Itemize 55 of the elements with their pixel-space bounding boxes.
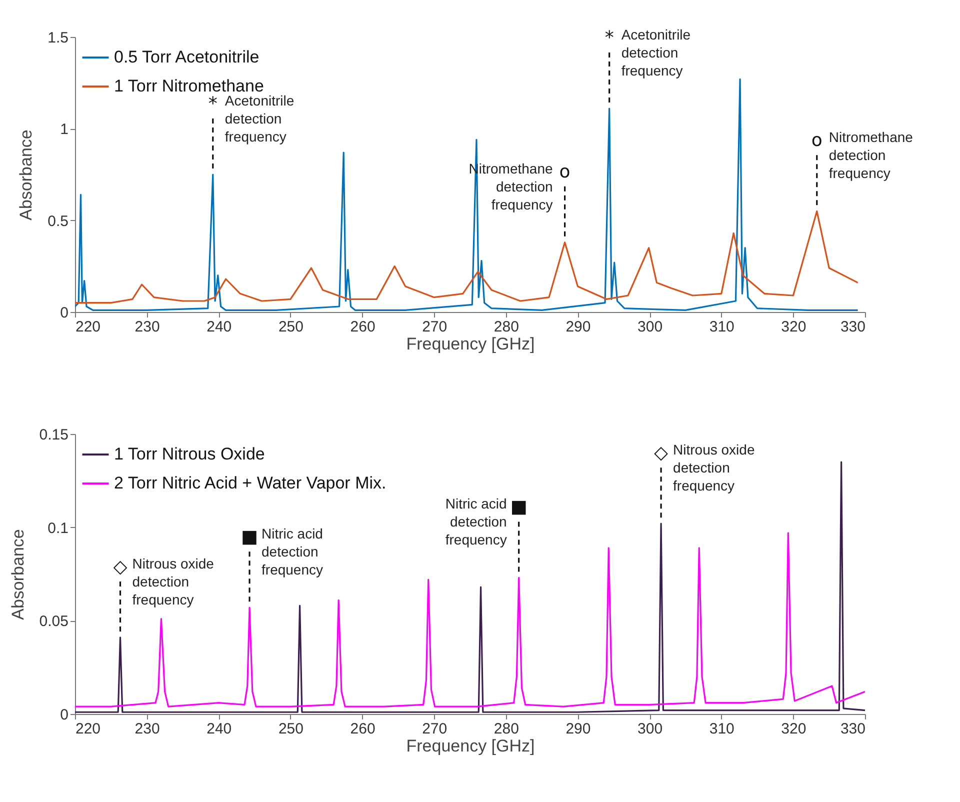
annotation: Nitrous oxide detection frequency <box>132 555 214 608</box>
x-tick-label: 260 <box>350 720 376 738</box>
x-tick-label: 310 <box>709 318 734 336</box>
x-tick-label: 230 <box>134 318 160 336</box>
x-tick-label: 230 <box>134 720 160 738</box>
annotation: Nitrous oxide detection frequency <box>673 442 755 494</box>
x-tick-label: 290 <box>566 318 591 336</box>
x-tick-label: 310 <box>709 720 734 738</box>
annotation: Nitric acid detection frequency <box>445 496 507 548</box>
x-tick-label: 320 <box>781 318 806 336</box>
y-tick-label: 0.15 <box>39 426 68 444</box>
annotation: * <box>604 28 614 48</box>
legend-label: 1 Torr Nitrous Oxide <box>114 444 265 464</box>
x-tick-label: 280 <box>494 318 519 336</box>
x-tick-label: 270 <box>422 318 448 336</box>
x-tick-label: 330 <box>840 720 866 738</box>
x-tick-label: 250 <box>278 720 304 738</box>
y-tick-label: 0.1 <box>48 520 68 537</box>
legend-label: 0.5 Torr Acetonitrile <box>114 48 260 66</box>
x-tick-label: 290 <box>566 720 591 738</box>
x-tick-label: 280 <box>494 720 519 738</box>
x-tick-label: 320 <box>781 720 806 738</box>
y-tick-label: 1.5 <box>48 30 68 46</box>
y-tick-label: 0.5 <box>48 212 68 230</box>
x-tick-label: 240 <box>206 318 232 336</box>
y-tick-label: 1 <box>60 121 68 138</box>
x-tick-label: 250 <box>278 318 304 336</box>
annotation: ◇ <box>654 442 668 464</box>
annotation: Nitric acid detection frequency <box>262 526 324 578</box>
x-tick-label: 330 <box>840 318 866 336</box>
x-tick-label: 220 <box>76 318 101 336</box>
annotation: ■ <box>510 496 528 518</box>
x-tick-label: 220 <box>76 720 101 738</box>
annotation: Nitromethane detection frequency <box>828 129 914 182</box>
x-tick-label: 300 <box>638 720 663 738</box>
legend-label: 1 Torr Nitromethane <box>114 76 264 96</box>
x-tick-label: 300 <box>638 318 663 336</box>
x-tick-label: 260 <box>350 318 376 336</box>
annotation: Acetonitrile detection frequency <box>224 92 294 144</box>
y-tick-label: 0 <box>60 706 68 724</box>
x-tick-label: 270 <box>422 720 448 738</box>
y-axis-title: Absorbance <box>16 130 36 220</box>
annotation: ◇ <box>113 556 128 578</box>
annotation: * <box>208 94 218 114</box>
annotation: ■ <box>241 526 258 548</box>
y-axis-title: Absorbance <box>8 529 28 620</box>
y-tick-label: 0.05 <box>39 613 68 630</box>
x-tick-label: 240 <box>206 720 232 738</box>
annotation: o <box>559 161 570 182</box>
y-tick-label: 0 <box>60 304 68 322</box>
legend-label: 2 Torr Nitric Acid + Water Vapor Mix. <box>114 474 386 492</box>
x-axis-title: Frequency [GHz] <box>406 334 535 354</box>
annotation: Acetonitrile detection frequency <box>621 26 691 78</box>
annotation: o <box>811 130 822 152</box>
x-axis-title: Frequency [GHz] <box>406 736 535 756</box>
